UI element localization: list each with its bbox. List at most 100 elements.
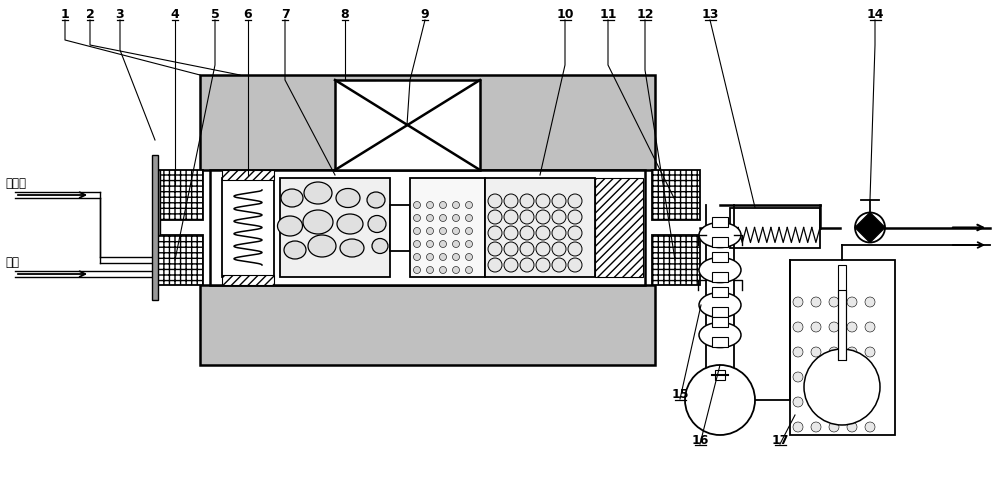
Circle shape xyxy=(552,210,566,224)
Circle shape xyxy=(488,210,502,224)
Circle shape xyxy=(452,266,460,274)
Circle shape xyxy=(426,201,434,208)
Ellipse shape xyxy=(699,222,741,248)
Circle shape xyxy=(466,214,473,221)
Bar xyxy=(280,178,390,277)
Circle shape xyxy=(452,241,460,248)
Circle shape xyxy=(865,347,875,357)
Circle shape xyxy=(847,297,857,307)
Bar xyxy=(715,370,725,380)
Circle shape xyxy=(865,297,875,307)
Bar xyxy=(712,337,728,347)
Text: 13: 13 xyxy=(701,8,719,21)
Text: 9: 9 xyxy=(421,8,429,21)
Bar xyxy=(155,170,203,220)
Ellipse shape xyxy=(699,322,741,347)
Bar xyxy=(200,75,655,170)
Bar xyxy=(712,217,728,227)
Bar xyxy=(730,207,820,248)
Circle shape xyxy=(452,253,460,260)
Circle shape xyxy=(847,347,857,357)
Circle shape xyxy=(520,226,534,240)
Text: 10: 10 xyxy=(556,8,574,21)
Circle shape xyxy=(829,397,839,407)
Bar xyxy=(595,178,643,277)
Circle shape xyxy=(466,266,473,274)
Ellipse shape xyxy=(284,241,306,259)
Circle shape xyxy=(414,228,420,235)
Circle shape xyxy=(426,241,434,248)
Circle shape xyxy=(847,397,857,407)
Circle shape xyxy=(452,228,460,235)
Circle shape xyxy=(504,226,518,240)
Circle shape xyxy=(440,214,446,221)
Circle shape xyxy=(504,242,518,256)
Text: 12: 12 xyxy=(636,8,654,21)
Circle shape xyxy=(552,258,566,272)
Circle shape xyxy=(829,297,839,307)
Circle shape xyxy=(488,226,502,240)
Circle shape xyxy=(865,397,875,407)
Circle shape xyxy=(865,372,875,382)
Ellipse shape xyxy=(336,189,360,207)
Text: 反应气: 反应气 xyxy=(5,177,26,190)
Ellipse shape xyxy=(340,239,364,257)
Bar xyxy=(712,307,728,317)
Circle shape xyxy=(466,253,473,260)
Bar xyxy=(652,235,700,285)
Circle shape xyxy=(829,422,839,432)
Circle shape xyxy=(536,210,550,224)
Bar xyxy=(713,375,727,425)
Text: 6: 6 xyxy=(244,8,252,21)
Circle shape xyxy=(811,322,821,332)
Circle shape xyxy=(793,322,803,332)
Circle shape xyxy=(793,347,803,357)
Circle shape xyxy=(488,194,502,208)
Bar xyxy=(210,170,645,285)
Circle shape xyxy=(426,228,434,235)
Bar xyxy=(712,287,728,297)
Circle shape xyxy=(552,242,566,256)
Bar xyxy=(152,155,158,300)
Bar xyxy=(222,178,274,277)
Circle shape xyxy=(440,241,446,248)
Circle shape xyxy=(504,194,518,208)
Circle shape xyxy=(865,422,875,432)
Ellipse shape xyxy=(337,214,363,234)
Text: 载气: 载气 xyxy=(5,256,19,269)
Bar xyxy=(200,285,655,365)
Ellipse shape xyxy=(303,210,333,234)
Circle shape xyxy=(414,241,420,248)
Circle shape xyxy=(414,214,420,221)
Text: 3: 3 xyxy=(116,8,124,21)
Circle shape xyxy=(829,322,839,332)
Bar xyxy=(390,204,410,250)
Text: 7: 7 xyxy=(281,8,289,21)
Circle shape xyxy=(520,194,534,208)
Bar xyxy=(712,237,728,247)
Bar xyxy=(712,252,728,262)
Text: 17: 17 xyxy=(771,434,789,446)
Circle shape xyxy=(466,201,473,208)
Circle shape xyxy=(847,322,857,332)
Bar xyxy=(155,170,160,235)
Polygon shape xyxy=(870,212,885,243)
Circle shape xyxy=(536,242,550,256)
Text: 1: 1 xyxy=(61,8,69,21)
Circle shape xyxy=(520,210,534,224)
Circle shape xyxy=(536,258,550,272)
Ellipse shape xyxy=(367,192,385,208)
Circle shape xyxy=(536,226,550,240)
Circle shape xyxy=(804,349,880,425)
Circle shape xyxy=(426,214,434,221)
Text: 2: 2 xyxy=(86,8,94,21)
Circle shape xyxy=(568,194,582,208)
Ellipse shape xyxy=(372,239,388,253)
Circle shape xyxy=(829,372,839,382)
Circle shape xyxy=(811,397,821,407)
Text: 5: 5 xyxy=(211,8,219,21)
Circle shape xyxy=(793,422,803,432)
Circle shape xyxy=(811,297,821,307)
Circle shape xyxy=(452,201,460,208)
Circle shape xyxy=(520,242,534,256)
